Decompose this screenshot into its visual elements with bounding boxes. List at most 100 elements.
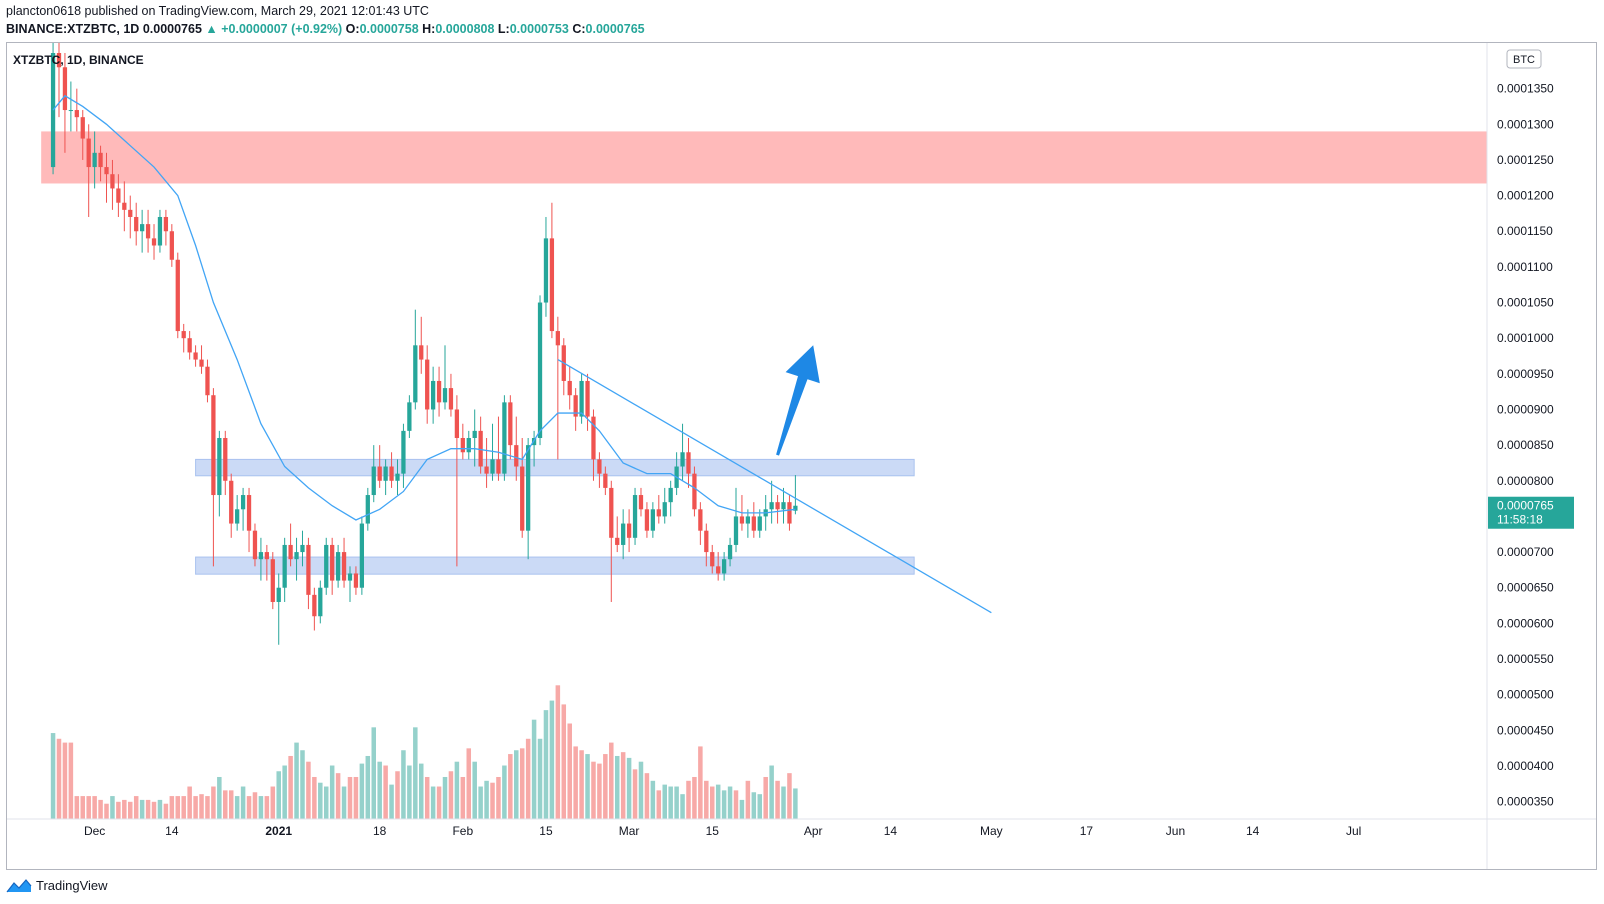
volume-bar: [169, 796, 175, 819]
candle-body: [359, 523, 365, 588]
volume-bar: [591, 761, 596, 819]
x-tick-label: Jun: [1166, 824, 1185, 838]
y-tick-label: 0.0000400: [1497, 759, 1554, 773]
candle-body: [383, 466, 388, 481]
last-price-value: 0.0000765: [1497, 499, 1554, 513]
volume-bar: [496, 776, 501, 819]
candle-body: [745, 516, 751, 524]
footer-branding[interactable]: TradingView: [6, 877, 108, 893]
volume-bar: [353, 776, 359, 819]
volume-bar: [745, 780, 751, 819]
candle-body: [264, 552, 269, 560]
ohlc-header: BINANCE:XTZBTC, 1D 0.0000765 ▲ +0.000000…: [6, 22, 645, 36]
volume-bar: [294, 742, 299, 819]
volume-bar: [395, 771, 400, 819]
candle-body: [549, 238, 555, 332]
volume-bar: [258, 796, 264, 819]
x-tick-label: Feb: [452, 824, 473, 838]
volume-bar: [751, 792, 757, 819]
volume-bar: [609, 742, 614, 819]
volume-bar: [300, 750, 305, 819]
volume-bar: [163, 803, 169, 819]
candle-body: [662, 502, 667, 517]
volume-bar: [549, 700, 555, 819]
candle-body: [419, 345, 424, 360]
volume-bar: [122, 799, 127, 819]
volume-bar: [211, 786, 216, 819]
candle-body: [217, 438, 222, 496]
candle-body: [496, 459, 501, 474]
candle-body: [74, 110, 79, 118]
volume-bar: [175, 796, 181, 819]
volume-bar: [110, 796, 115, 819]
candle-body: [128, 209, 133, 217]
symbol-legend: XTZBTC, 1D, BINANCE: [13, 53, 144, 67]
candle-body: [632, 495, 638, 538]
volume-bar: [234, 796, 240, 819]
candle-body: [555, 331, 560, 346]
low-label: L:: [497, 22, 510, 36]
volume-bar: [312, 776, 317, 819]
candle-body: [644, 509, 650, 531]
candle-body: [312, 594, 317, 617]
x-tick-label: 18: [373, 824, 387, 838]
volume-bar: [436, 786, 442, 819]
candle-body: [436, 380, 442, 403]
candle-body: [656, 509, 661, 517]
volume-bar: [704, 780, 709, 819]
volume-bar: [413, 727, 418, 819]
volume-bar: [193, 796, 198, 819]
candle-body: [282, 544, 287, 588]
volume-bar: [692, 776, 697, 819]
candle-body: [721, 559, 727, 574]
zone-resistance: [41, 131, 1488, 184]
candle-body: [318, 587, 323, 617]
x-tick-label: 2021: [265, 824, 292, 838]
candle-body: [223, 438, 228, 481]
volume-bar: [626, 757, 632, 819]
volume-bar: [662, 784, 667, 819]
candle-body: [460, 438, 465, 453]
volume-bar: [466, 748, 472, 819]
candle-body: [335, 552, 341, 581]
y-tick-label: 0.0000850: [1497, 438, 1554, 452]
high-value: 0.0000808: [435, 22, 495, 36]
volume-bar: [472, 761, 477, 819]
tradingview-logo-icon: [6, 879, 32, 893]
volume-bar: [537, 738, 543, 819]
y-tick-label: 0.0000950: [1497, 367, 1554, 381]
volume-bar: [721, 790, 727, 819]
candle-body: [371, 466, 376, 496]
chart-frame[interactable]: 0.0001350 0.0001300 0.0001250 0.0001200 0.00…: [6, 42, 1597, 870]
candle-body: [543, 238, 549, 303]
candle-body: [389, 466, 394, 481]
candle-body: [270, 559, 275, 602]
y-tick-label: 0.0000350: [1497, 795, 1554, 809]
candle-body: [454, 409, 460, 438]
volume-bar: [306, 761, 311, 819]
volume-bar: [133, 796, 139, 819]
volume-bar: [680, 794, 685, 819]
bar-countdown: 11:58:18: [1497, 513, 1543, 527]
volume-bar: [359, 763, 365, 819]
candle-body: [377, 466, 382, 481]
candle-body: [347, 573, 353, 581]
candle-body: [727, 544, 733, 560]
price-chart[interactable]: 0.0001350 0.0001300 0.0001250 0.0001200 0.00…: [7, 43, 1596, 869]
volume-bar: [674, 786, 679, 819]
descending-trendline: [557, 359, 992, 614]
candle-body: [508, 402, 513, 446]
close-ohlc-value: 0.0000765: [585, 22, 645, 36]
y-tick-label: 0.0001250: [1497, 153, 1554, 167]
candle-body: [306, 544, 311, 595]
x-tick-label: Dec: [84, 824, 105, 838]
volume-bar: [401, 750, 406, 819]
y-tick-label: 0.0000650: [1497, 581, 1554, 595]
volume-bar: [525, 738, 531, 819]
y-tick-label: 0.0001350: [1497, 82, 1554, 96]
publish-info: plancton0618 published on TradingView.co…: [6, 4, 429, 18]
volume-bar: [341, 786, 347, 819]
volume-bar: [151, 801, 157, 819]
candle-body: [181, 331, 186, 339]
candle-body: [157, 216, 163, 246]
